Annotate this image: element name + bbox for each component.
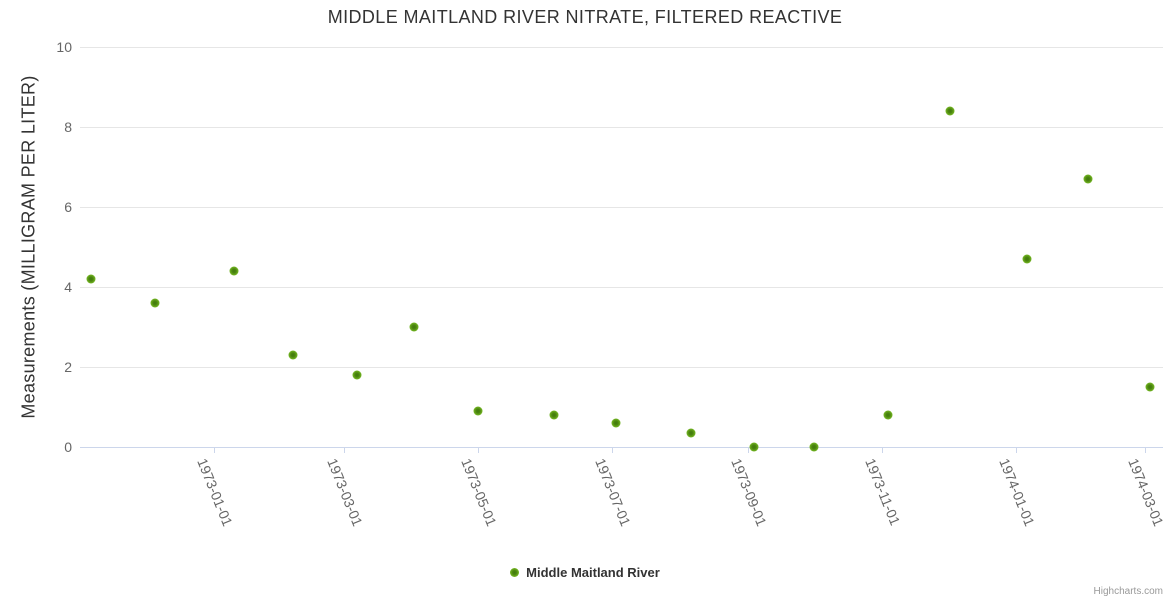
y-axis-tick-label: 0: [64, 439, 72, 455]
data-point[interactable]: [1022, 254, 1032, 264]
data-point[interactable]: [549, 410, 559, 420]
x-axis-tick-mark: [477, 447, 479, 453]
y-axis-tick-label: 6: [64, 199, 72, 215]
legend-label: Middle Maitland River: [526, 564, 660, 580]
data-point[interactable]: [611, 418, 621, 428]
x-axis-tick-mark: [881, 447, 883, 453]
chart-title: MIDDLE MAITLAND RIVER NITRATE, FILTERED …: [327, 7, 843, 27]
data-point[interactable]: [1083, 174, 1093, 184]
x-axis-tick-label: 1973-01-01: [194, 456, 236, 529]
y-axis-tick-label: 2: [64, 359, 72, 375]
grid-line: [80, 367, 1163, 368]
x-axis-tick-mark: [611, 447, 613, 453]
data-point[interactable]: [352, 370, 362, 380]
highcharts-credits-link[interactable]: Highcharts.com: [1093, 586, 1163, 597]
data-point[interactable]: [150, 298, 160, 308]
x-axis-tick-mark: [1145, 447, 1147, 453]
x-axis-tick-mark: [1015, 447, 1017, 453]
data-point[interactable]: [809, 442, 819, 452]
data-point[interactable]: [229, 266, 239, 276]
x-axis-line: [80, 447, 1163, 448]
x-axis-tick-label: 1973-11-01: [861, 456, 904, 528]
data-point[interactable]: [86, 274, 96, 284]
x-axis-tick-label: 1974-01-01: [995, 456, 1038, 529]
grid-line: [80, 47, 1163, 48]
data-point[interactable]: [749, 442, 759, 452]
legend-item-middle-maitland-river[interactable]: Middle Maitland River: [0, 563, 1170, 581]
data-point[interactable]: [1145, 382, 1155, 392]
x-axis-tick-label: 1973-05-01: [457, 456, 500, 529]
x-axis-tick-mark: [214, 447, 215, 453]
x-axis-tick-label: 1974-03-01: [1125, 456, 1168, 529]
data-point[interactable]: [945, 106, 955, 116]
grid-line: [80, 207, 1163, 208]
data-point[interactable]: [883, 410, 893, 420]
legend-marker-icon: [510, 567, 520, 577]
y-axis-tick-label: 8: [64, 119, 72, 135]
x-axis-tick-mark: [747, 447, 749, 453]
data-point[interactable]: [686, 428, 696, 438]
data-point[interactable]: [473, 406, 483, 416]
x-axis-tick-label: 1973-07-01: [591, 456, 634, 529]
grid-line: [80, 287, 1163, 288]
grid-line: [80, 127, 1163, 128]
x-axis-tick-label: 1973-09-01: [727, 456, 770, 529]
x-axis-tick-label: 1973-03-01: [323, 456, 366, 529]
data-point[interactable]: [409, 322, 419, 332]
x-axis-tick-mark: [343, 447, 345, 453]
data-point[interactable]: [288, 350, 298, 360]
y-axis-tick-label: 4: [64, 279, 72, 295]
y-axis-tick-label: 10: [56, 39, 72, 55]
